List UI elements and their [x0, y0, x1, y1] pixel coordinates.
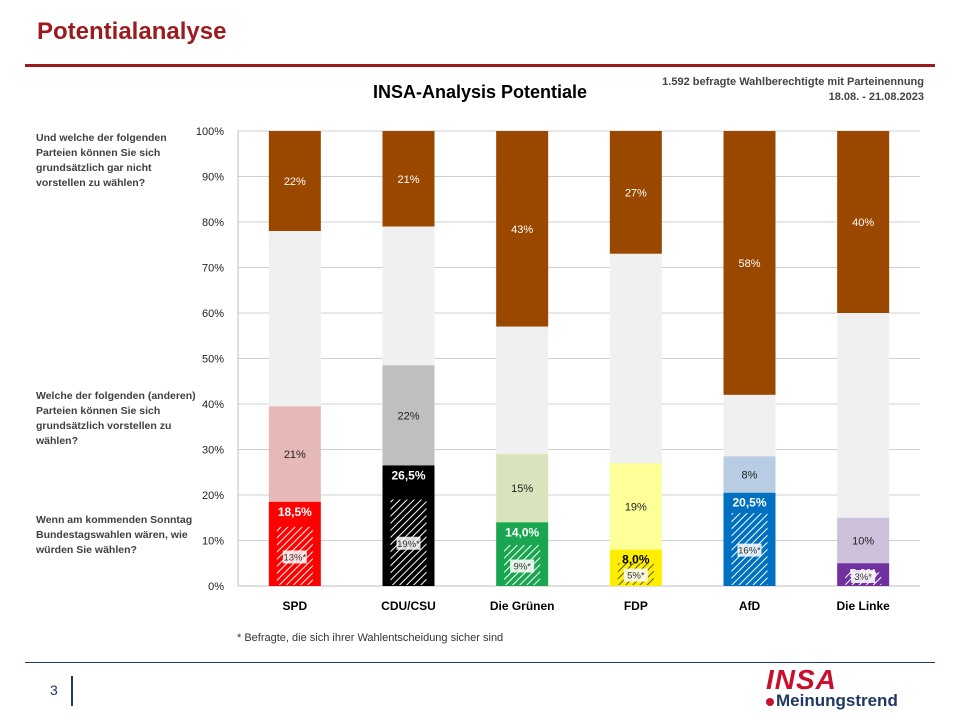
x-category-label: Die Linke	[836, 599, 890, 613]
bar-undecided	[837, 313, 890, 518]
label-not-imaginable: 27%	[625, 187, 647, 199]
y-tick-label: 80%	[202, 217, 224, 229]
survey-period-text: 18.08. - 21.08.2023	[828, 91, 924, 103]
page-number-divider	[71, 676, 73, 706]
source-info: 1.592 befragte Wahlberechtigte mit Parte…	[662, 75, 924, 105]
y-axis: 0% 10% 20% 30% 40% 50% 60% 70% 80% 90% 100%	[196, 126, 920, 593]
x-category-label: SPD	[282, 599, 307, 613]
stacked-bar-chart: 0% 10% 20% 30% 40% 50% 60% 70% 80% 90% 100% 22% 21%…	[196, 126, 920, 613]
bar-not-imaginable	[609, 131, 662, 254]
label-vote: 18,5%	[278, 505, 312, 519]
bar-not-imaginable	[837, 131, 890, 313]
chart-title: INSA-Analysis Potentiale	[372, 82, 588, 102]
y-tick-label: 50%	[202, 354, 224, 366]
bar-undecided	[268, 231, 321, 407]
x-axis: SPD CDU/CSU Die Grünen FDP AfD Die Linke	[282, 599, 890, 613]
logo-sub-text: Meinungstrend	[776, 691, 898, 710]
label-imaginable: 22%	[397, 410, 419, 422]
bar-undecided	[609, 253, 662, 464]
y-tick-label: 60%	[202, 308, 224, 320]
y-tick-label: 90%	[202, 172, 224, 184]
label-sure-bg	[623, 568, 648, 582]
x-category-label: FDP	[624, 599, 648, 613]
bar-not-imaginable	[723, 131, 776, 395]
y-tick-label: 0%	[208, 581, 224, 593]
label-imaginable: 10%	[852, 536, 874, 548]
x-category-label: CDU/CSU	[381, 599, 436, 613]
bar-undecided	[496, 326, 549, 455]
label-imaginable: 21%	[284, 449, 306, 461]
grid-lines	[238, 130, 920, 587]
question-not-imaginable: Und welche der folgenden Parteien können…	[36, 132, 167, 189]
logo-main-text: INSA	[766, 664, 837, 695]
y-tick-label: 70%	[202, 263, 224, 275]
title-divider	[25, 64, 935, 67]
page-title: Potentialanalyse	[37, 18, 227, 45]
label-sure-bg	[396, 536, 421, 550]
bar-not-imaginable	[382, 131, 435, 227]
bar-imaginable	[268, 406, 321, 502]
label-sure-voters: 16%*	[738, 546, 761, 557]
bars	[268, 131, 890, 586]
bar-not-imaginable	[496, 131, 549, 327]
footnote: * Befragte, die sich ihrer Wahlentscheid…	[237, 632, 504, 644]
label-imaginable: 8%	[742, 470, 758, 482]
sample-size-text: 1.592 befragte Wahlberechtigte mit Parte…	[662, 76, 924, 88]
question-vote: Wenn am kommenden Sonntag Bundestagswahl…	[36, 514, 193, 556]
bar-not-imaginable	[268, 131, 321, 232]
x-category-label: AfD	[739, 599, 761, 613]
label-imaginable: 19%	[625, 501, 647, 513]
bar-imaginable	[723, 456, 776, 493]
label-sure-voters: 9%*	[513, 562, 531, 573]
x-category-label: Die Grünen	[490, 599, 555, 613]
bar-imaginable	[837, 517, 890, 564]
y-tick-label: 20%	[202, 490, 224, 502]
footer-divider	[25, 662, 935, 663]
page-number: 3	[50, 682, 58, 698]
label-vote: 14,0%	[505, 525, 539, 539]
label-sure-voters: 5%*	[627, 571, 645, 582]
label-sure-voters: 3%*	[854, 572, 872, 583]
label-vote: 8,0%	[622, 553, 650, 567]
label-sure-bg	[510, 559, 535, 573]
y-tick-label: 40%	[202, 399, 224, 411]
bar-undecided	[723, 394, 776, 457]
y-tick-label: 10%	[202, 536, 224, 548]
label-sure-voters: 13%*	[283, 552, 306, 563]
label-sure-voters: 19%*	[397, 539, 420, 550]
logo-dot	[766, 698, 774, 706]
y-tick-label: 100%	[196, 126, 224, 138]
label-not-imaginable: 21%	[397, 174, 419, 186]
label-sure-bg	[851, 570, 876, 583]
bar-undecided	[382, 226, 435, 366]
label-imaginable: 15%	[511, 483, 533, 495]
bar-imaginable	[496, 454, 549, 523]
insa-logo: INSA Meinungstrend	[764, 664, 924, 714]
bar-imaginable	[609, 463, 662, 550]
label-sure-bg	[282, 550, 307, 564]
label-not-imaginable: 22%	[284, 176, 306, 188]
label-vote: 20,5%	[732, 496, 766, 510]
label-not-imaginable: 58%	[738, 258, 760, 270]
label-sure-bg	[737, 543, 762, 557]
data-labels: 22% 21% 18,5% 13%* 21% 22% 26,5% 19%* 43% 15% 14,0…	[278, 174, 877, 583]
label-not-imaginable: 43%	[511, 224, 533, 236]
bar-imaginable	[382, 365, 435, 466]
question-imaginable: Welche der folgenden (anderen) Parteien …	[36, 390, 196, 447]
y-tick-label: 30%	[202, 445, 224, 457]
label-vote: 26,5%	[391, 468, 425, 482]
label-not-imaginable: 40%	[852, 217, 874, 229]
